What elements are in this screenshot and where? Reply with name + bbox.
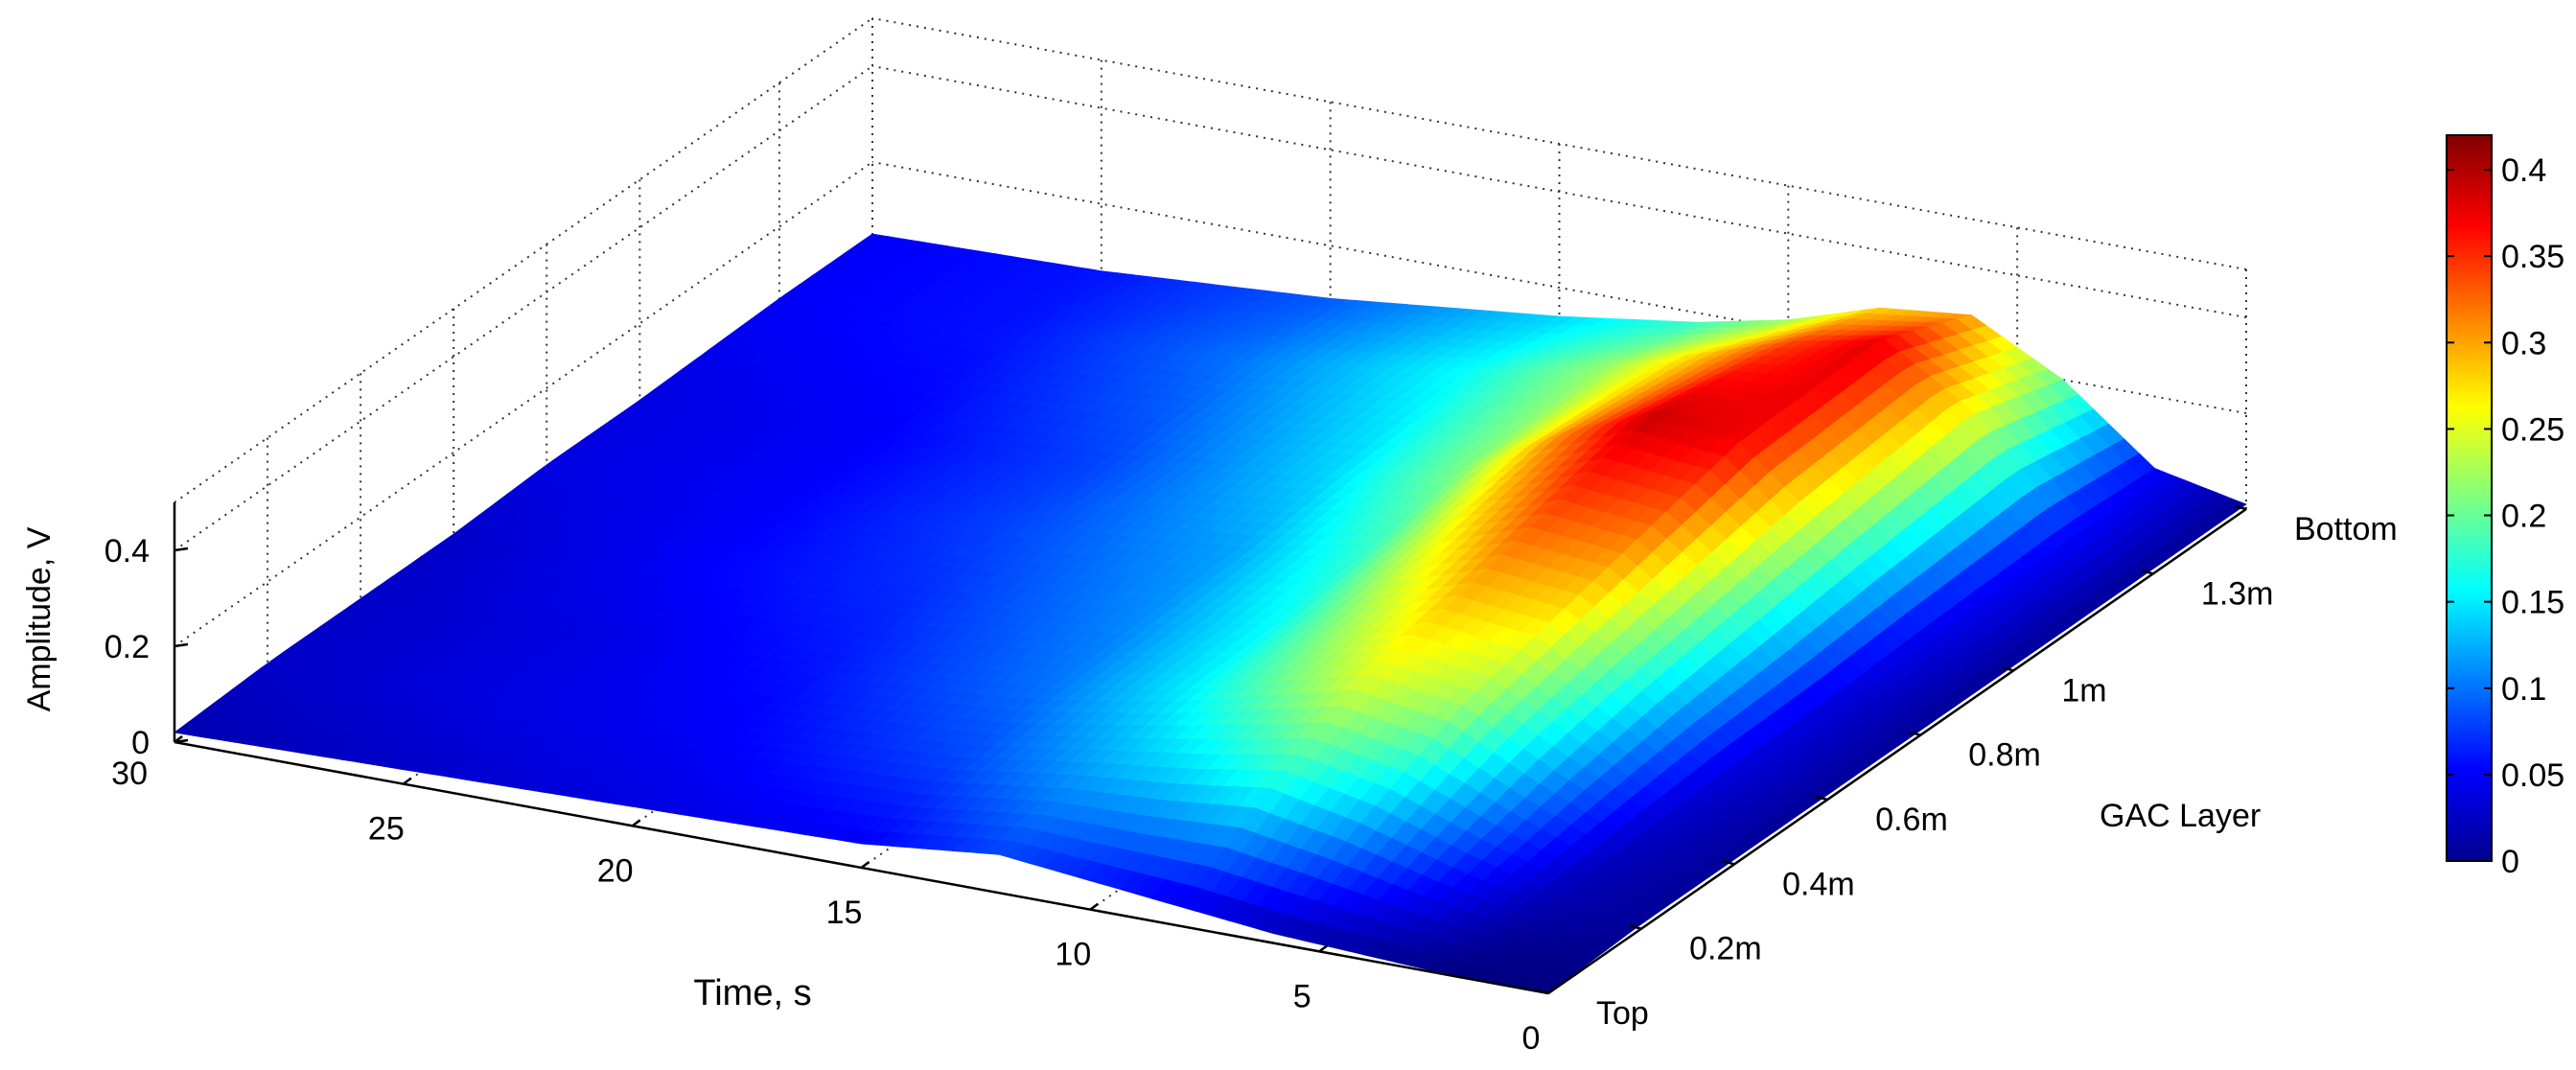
layer-tick-label: 0.6m <box>1875 802 1948 838</box>
colorbar-tick-label: 0.35 <box>2501 239 2564 275</box>
layer-tick-label: Top <box>1596 995 1649 1032</box>
time-tick-label: 5 <box>1293 978 1311 1014</box>
colorbar-gradient <box>2446 134 2493 862</box>
colorbar-tick-label: 0.05 <box>2501 757 2564 794</box>
time-tick <box>631 819 641 827</box>
amplitude-tick <box>174 642 189 648</box>
colorbar-tick-label: 0.4 <box>2501 152 2546 189</box>
time-tick <box>860 861 870 869</box>
layer-tick-label: 1.3m <box>2201 575 2274 612</box>
grid-line <box>871 17 2247 270</box>
time-tick-label: 25 <box>368 811 405 848</box>
time-tick-label: 20 <box>597 852 634 889</box>
time-tick-label: 15 <box>826 895 863 931</box>
colorbar-tick-label: 0.25 <box>2501 411 2564 448</box>
colorbar-tick-label: 0.2 <box>2501 499 2546 535</box>
time-tick <box>403 777 412 785</box>
layer-tick-label: 1m <box>2061 672 2106 709</box>
amplitude-tick-label: 0.2 <box>104 629 150 665</box>
colorbar: 0 0.05 0.1 0.15 0.2 0.25 0.3 0.35 0.4 <box>2446 134 2564 880</box>
colorbar-tick-label: 0.1 <box>2501 671 2546 708</box>
colorbar-tick-label: 0 <box>2501 844 2519 880</box>
grid-line <box>871 161 2247 414</box>
layer-tick-label: 0.8m <box>1968 737 2041 774</box>
surface <box>174 233 2247 994</box>
time-tick <box>1089 902 1100 911</box>
amplitude-tick <box>174 547 189 552</box>
amplitude-tick-label: 0 <box>131 725 150 761</box>
layer-tick-label: 0.4m <box>1782 866 1855 902</box>
time-tick <box>1318 944 1328 953</box>
y-axis-label: GAC Layer <box>2100 798 2261 834</box>
z-axis-label: Amplitude, V <box>21 526 58 711</box>
colorbar-tick-label: 0.15 <box>2501 585 2564 621</box>
time-tick-label: 0 <box>1522 1020 1541 1057</box>
colorbar-tick-label: 0.3 <box>2501 325 2546 361</box>
layer-tick-label: Bottom <box>2294 511 2398 547</box>
amplitude-tick-label: 0.4 <box>104 533 150 570</box>
x-axis-label: Time, s <box>693 973 811 1013</box>
layer-tick-label: 0.2m <box>1689 931 1762 967</box>
time-tick-label: 10 <box>1055 937 1091 973</box>
grid-line <box>871 65 2247 318</box>
